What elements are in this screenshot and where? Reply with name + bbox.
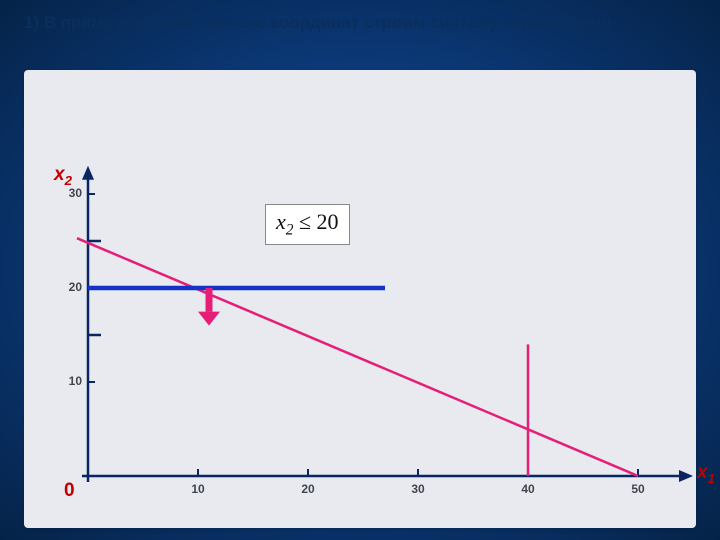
origin-label: 0	[64, 480, 75, 502]
x-tick-label: 10	[183, 482, 213, 496]
x-axis-label: x1	[697, 462, 715, 486]
page-title: 1) В прямоугольной системе координат стр…	[24, 12, 696, 34]
plot-svg	[24, 70, 696, 528]
x-tick-label: 30	[403, 482, 433, 496]
constraint-label: x2 ≤ 20	[265, 204, 350, 244]
y-axis-label: x2	[54, 164, 72, 188]
y-tick-label: 30	[52, 186, 82, 200]
chart-area: x2 x1 0 x2 ≤ 20 1020304050102030	[24, 70, 696, 528]
y-tick-label: 20	[52, 280, 82, 294]
x-tick-label: 20	[293, 482, 323, 496]
diagonal-constraint-line	[77, 238, 638, 476]
direction-arrow	[206, 288, 213, 312]
x-tick-label: 50	[623, 482, 653, 496]
x-tick-label: 40	[513, 482, 543, 496]
y-tick-label: 10	[52, 374, 82, 388]
